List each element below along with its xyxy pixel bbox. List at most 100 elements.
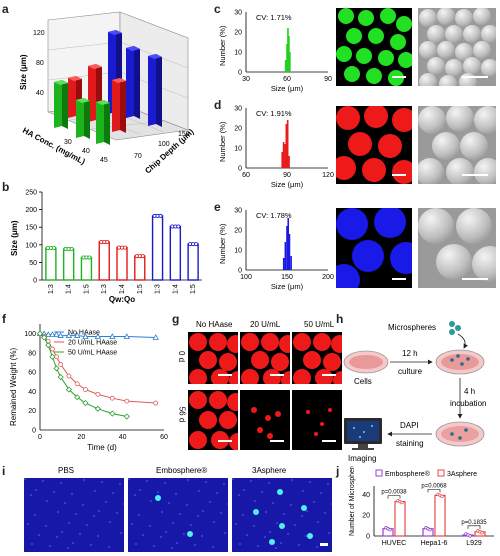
nucleus-speckle: [134, 494, 136, 496]
nucleus-speckle: [171, 547, 173, 549]
panel-b-bar: [80, 256, 93, 281]
panel-b-xtick-label: 1:3: [101, 284, 108, 294]
panel-b-point: [105, 239, 110, 244]
panel-f-point: [36, 330, 44, 337]
panel-b-xlabel: Qw:Qo: [109, 295, 135, 304]
nucleus-speckle: [57, 511, 59, 513]
panel-d-fluorescence-image: [336, 106, 412, 184]
nucleus-speckle: [197, 515, 199, 517]
panel-d-ytick-label: 30: [234, 106, 242, 113]
panel-label-g: g: [172, 312, 180, 326]
panel-label-e: e: [214, 200, 221, 214]
nucleus-speckle: [105, 501, 107, 503]
nucleus-speckle: [116, 512, 118, 514]
panel-c-sem-image: [418, 8, 496, 86]
nucleus-speckle: [320, 492, 322, 494]
nucleus-speckle: [187, 479, 189, 481]
panel-b-bar: [187, 243, 199, 281]
nucleus-speckle: [268, 482, 270, 484]
panel-h-step2: 4 h: [464, 387, 475, 396]
scale-bar: [392, 278, 406, 280]
microsphere: [331, 335, 342, 353]
sem-microsphere: [463, 57, 481, 75]
panel-a-xtick-40: 40: [82, 148, 90, 155]
panel-c-xtick-label: 60: [283, 76, 291, 83]
panel-e-xtick-label: 100: [240, 274, 252, 281]
nucleus-speckle: [261, 491, 263, 493]
panel-d-ylabel: Number (%): [218, 121, 227, 162]
sem-microsphere: [473, 41, 491, 59]
nucleus-speckle: [71, 493, 73, 495]
microsphere: [336, 156, 356, 180]
panel-label-a: a: [2, 2, 9, 16]
panel-b-bar-chart: 0 50 100 150 200 250 Size (μm) 1:3 1:4 1:5 1:3 1:4 1…: [10, 190, 202, 304]
panel-e-ylabel: Number (%): [218, 223, 227, 264]
panel-j-xtick-label: HUVEC: [382, 540, 407, 547]
panel-j-legend-swatch: [375, 469, 383, 477]
microsphere: [189, 333, 207, 351]
microsphere: [362, 158, 386, 182]
panel-a-ytick-120: 120: [33, 30, 45, 37]
nucleus-speckle: [317, 521, 319, 523]
nucleus-speckle: [138, 514, 140, 516]
nucleus-speckle: [253, 525, 255, 527]
panel-b-bar: [151, 215, 164, 281]
nucleus-speckle: [246, 534, 248, 536]
nucleus-speckle: [82, 504, 84, 506]
nucleus-speckle: [46, 500, 48, 502]
microsphere: [333, 371, 342, 384]
nucleus-speckle: [327, 483, 329, 485]
panel-a-ytick-40: 40: [36, 90, 44, 97]
nucleus-speckle: [301, 515, 303, 517]
microsphere-fragment: [275, 411, 281, 417]
panel-b-bar: [134, 255, 146, 281]
scale-bar: [462, 278, 488, 280]
panel-d-sem-image: [418, 106, 496, 184]
microsphere-fragment: [320, 422, 324, 426]
panel-j-sig-bracket: [467, 525, 481, 529]
panel-b-bar: [116, 246, 128, 281]
nucleus-speckle: [35, 489, 37, 491]
nucleus-speckle: [53, 491, 55, 493]
microsphere: [374, 208, 406, 238]
microsphere-fragment: [267, 433, 273, 439]
panel-b-xtick-label: 1:5: [190, 284, 197, 294]
nucleus-speckle: [30, 494, 32, 496]
nucleus-speckle: [202, 510, 204, 512]
nucleus-speckle: [224, 532, 226, 534]
sem-microsphere: [418, 158, 444, 184]
sem-microsphere: [455, 9, 473, 27]
panel-b-bar: [45, 247, 57, 281]
nucleus-speckle: [283, 513, 285, 515]
nucleus-speckle: [201, 535, 203, 537]
nucleus-speckle: [146, 480, 148, 482]
microsphere: [227, 335, 238, 353]
panel-j-legend-label: 3Asphere: [447, 471, 477, 478]
panel-e-bar: [287, 218, 290, 270]
scale-bar: [322, 374, 336, 376]
scale-bar: [218, 440, 232, 442]
microsphere: [293, 369, 311, 384]
panel-f-ytick-label: 20: [28, 408, 36, 415]
panel-label-j: j: [336, 464, 340, 478]
microsphere: [189, 391, 207, 409]
panel-f-point: [153, 400, 159, 406]
scale-bar: [270, 374, 284, 376]
panel-c-ytick-label: 0: [238, 70, 242, 77]
nucleus-speckle: [139, 489, 141, 491]
microsphere: [344, 66, 360, 82]
microsphere-fragment: [306, 410, 310, 414]
nucleus-speckle: [239, 543, 241, 545]
panel-c-bar: [287, 28, 289, 72]
panel-label-i: i: [2, 464, 6, 478]
panel-c-ytick-label: 30: [234, 10, 242, 17]
panel-f-point: [74, 381, 80, 387]
microsphere: [390, 34, 406, 50]
panel-b-ylabel: Size (μm): [10, 220, 19, 256]
panel-h-step3b: staining: [396, 439, 424, 448]
microsphere: [269, 539, 275, 545]
scale-bar: [462, 76, 488, 78]
microsphere: [279, 335, 290, 353]
panel-c-ytick-label: 10: [234, 50, 242, 57]
panel-f-point: [50, 346, 55, 352]
